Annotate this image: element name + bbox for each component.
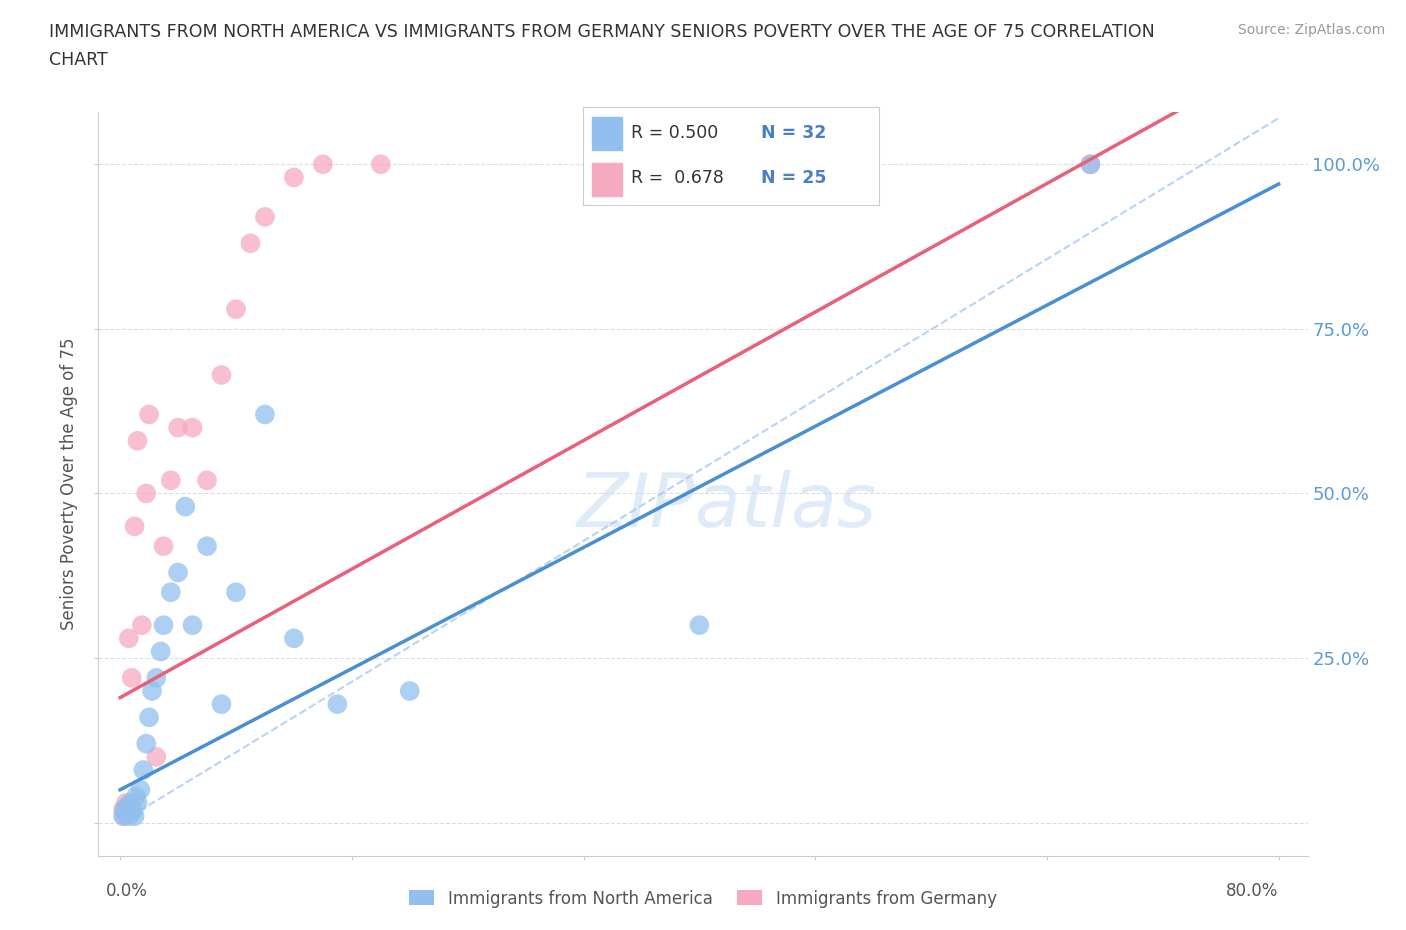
Point <box>253 407 276 422</box>
Point <box>131 618 153 632</box>
Point <box>115 795 138 810</box>
Point <box>114 802 136 817</box>
Point <box>117 799 139 814</box>
Point <box>253 209 276 224</box>
Point <box>167 420 190 435</box>
Point <box>132 763 155 777</box>
Point <box>211 367 233 382</box>
Point <box>195 472 218 487</box>
Point <box>283 631 305 645</box>
Point <box>124 519 146 534</box>
Y-axis label: Seniors Poverty Over the Age of 75: Seniors Poverty Over the Age of 75 <box>60 338 79 630</box>
Point <box>283 170 305 185</box>
Text: IMMIGRANTS FROM NORTH AMERICA VS IMMIGRANTS FROM GERMANY SENIORS POVERTY OVER TH: IMMIGRANTS FROM NORTH AMERICA VS IMMIGRA… <box>49 23 1154 41</box>
Point <box>688 618 710 632</box>
Point <box>117 802 139 817</box>
Point <box>118 631 141 645</box>
Point <box>127 795 149 810</box>
Point <box>129 782 152 797</box>
Point <box>138 407 160 422</box>
Point <box>225 585 247 600</box>
Text: 0.0%: 0.0% <box>105 882 148 900</box>
Point <box>118 809 141 824</box>
Point <box>181 420 204 435</box>
Bar <box>592 163 621 196</box>
Point <box>326 697 349 711</box>
Point <box>225 301 247 316</box>
Point <box>149 644 172 659</box>
Bar <box>592 117 621 150</box>
Point <box>112 802 135 817</box>
Text: N = 32: N = 32 <box>761 125 825 142</box>
Point <box>121 671 143 685</box>
Text: ZIPatlas: ZIPatlas <box>576 470 877 542</box>
Point <box>181 618 204 632</box>
Text: Source: ZipAtlas.com: Source: ZipAtlas.com <box>1237 23 1385 37</box>
Point <box>398 684 420 698</box>
Point <box>114 809 136 824</box>
Point <box>211 697 233 711</box>
Point <box>124 809 146 824</box>
Point <box>121 805 143 820</box>
Point <box>152 618 174 632</box>
Point <box>174 499 197 514</box>
Point <box>195 538 218 553</box>
Point <box>159 585 181 600</box>
Point <box>1080 157 1102 172</box>
Point <box>167 565 190 580</box>
Point <box>112 809 135 824</box>
Point <box>138 710 160 724</box>
Text: 80.0%: 80.0% <box>1226 882 1278 900</box>
Point <box>145 750 167 764</box>
Point <box>125 789 148 804</box>
Text: R =  0.678: R = 0.678 <box>631 169 724 187</box>
Point <box>122 802 145 817</box>
Text: CHART: CHART <box>49 51 108 69</box>
Point <box>1080 157 1102 172</box>
Text: R = 0.500: R = 0.500 <box>631 125 718 142</box>
Point <box>152 538 174 553</box>
Point <box>239 236 262 251</box>
Point <box>159 472 181 487</box>
Point <box>145 671 167 685</box>
Point <box>312 157 335 172</box>
Point <box>115 805 138 820</box>
Point <box>135 737 157 751</box>
Point <box>127 433 149 448</box>
Point <box>120 795 142 810</box>
Text: N = 25: N = 25 <box>761 169 827 187</box>
Legend: Immigrants from North America, Immigrants from Germany: Immigrants from North America, Immigrant… <box>402 883 1004 914</box>
Point <box>135 486 157 501</box>
Point <box>370 157 392 172</box>
Point <box>141 684 163 698</box>
